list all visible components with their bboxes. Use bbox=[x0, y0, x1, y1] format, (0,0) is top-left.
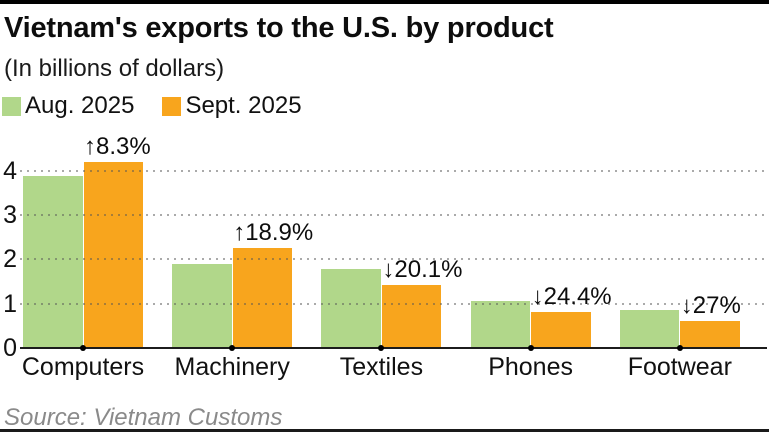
bar-sept-2025-phones bbox=[531, 312, 591, 348]
legend-swatch-aug-2025 bbox=[2, 96, 21, 116]
y-axis-tick-label-0: 0 bbox=[3, 334, 17, 362]
pct-change-annotation-phones: ↓24.4% bbox=[531, 283, 612, 311]
x-axis-tick-dot-computers bbox=[80, 345, 86, 351]
bar-aug-2025-phones bbox=[470, 300, 531, 348]
gridline-3 bbox=[20, 214, 767, 217]
legend-item-aug-2025: Aug. 2025 bbox=[2, 93, 134, 119]
x-axis-label-machinery: Machinery bbox=[174, 353, 290, 381]
bar-aug-2025-textiles bbox=[321, 269, 381, 348]
legend-item-sept-2025: Sept. 2025 bbox=[162, 92, 302, 119]
pct-change-annotation-computers: ↑8.3% bbox=[84, 132, 151, 160]
legend: Aug. 2025 Sept. 2025 bbox=[2, 93, 302, 119]
y-axis-tick-label-1: 1 bbox=[3, 289, 17, 318]
bottom-rule bbox=[0, 429, 769, 432]
legend-label-sept-2025: Sept. 2025 bbox=[185, 92, 302, 119]
bar-sept-2025-textiles bbox=[381, 285, 442, 348]
legend-swatch-sept-2025 bbox=[162, 96, 182, 116]
x-axis-label-computers: Computers bbox=[21, 353, 145, 381]
x-axis-label-phones: Phones bbox=[488, 353, 573, 381]
x-axis-line bbox=[20, 347, 767, 349]
bar-aug-2025-computers bbox=[23, 176, 83, 348]
gridline-4 bbox=[20, 169, 767, 172]
x-axis-label-footwear: Footwear bbox=[627, 353, 732, 381]
legend-label-aug-2025: Aug. 2025 bbox=[25, 92, 135, 119]
x-axis-label-textiles: Textiles bbox=[339, 353, 424, 381]
y-axis-tick-label-3: 3 bbox=[3, 201, 17, 230]
chart-subtitle: (In billions of dollars) bbox=[4, 55, 225, 82]
chart-title: Vietnam's exports to the U.S. by product bbox=[4, 12, 554, 44]
gridline-1 bbox=[20, 302, 767, 305]
top-rule bbox=[0, 0, 769, 4]
y-axis-tick-label-4: 4 bbox=[3, 156, 17, 185]
pct-change-annotation-footwear: ↓27% bbox=[680, 291, 741, 319]
bar-aug-2025-footwear bbox=[619, 310, 680, 348]
pct-change-annotation-machinery: ↑18.9% bbox=[233, 218, 314, 246]
bar-sept-2025-computers bbox=[83, 161, 143, 348]
x-axis-tick-dot-textiles bbox=[378, 345, 385, 351]
bar-sept-2025-footwear bbox=[680, 320, 740, 348]
bar-sept-2025-machinery bbox=[232, 247, 293, 348]
gridline-2 bbox=[20, 258, 767, 261]
x-axis-tick-dot-machinery bbox=[229, 345, 236, 351]
pct-change-annotation-textiles: ↓20.1% bbox=[382, 256, 463, 284]
bar-aug-2025-machinery bbox=[172, 263, 232, 348]
x-axis-tick-dot-footwear bbox=[676, 345, 683, 351]
y-axis-tick-label-2: 2 bbox=[3, 245, 17, 274]
x-axis-tick-dot-phones bbox=[527, 345, 534, 351]
source-note: Source: Vietnam Customs bbox=[4, 404, 283, 431]
